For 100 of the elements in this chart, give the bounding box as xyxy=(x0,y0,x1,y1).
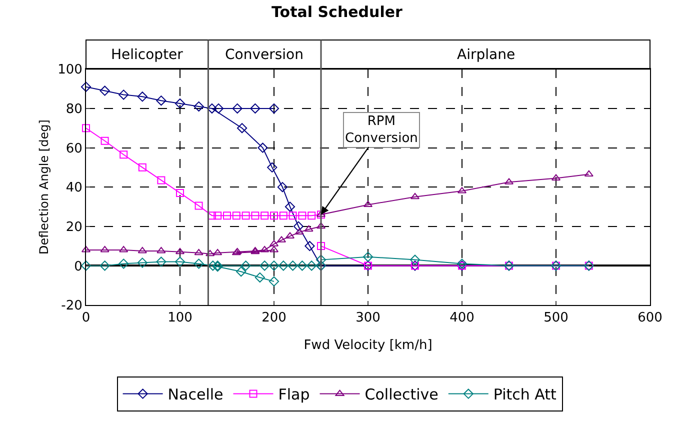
y-tick-label: 0 xyxy=(74,259,82,274)
legend-label: Flap xyxy=(278,386,310,404)
point xyxy=(120,150,128,159)
point xyxy=(258,142,268,153)
point xyxy=(194,202,203,210)
point xyxy=(277,182,288,192)
text: Conversion xyxy=(225,47,304,63)
point xyxy=(410,192,420,200)
point xyxy=(214,212,222,220)
point xyxy=(260,260,270,271)
point xyxy=(278,260,288,271)
point xyxy=(410,254,420,265)
y-tick-label: 80 xyxy=(66,102,82,118)
point xyxy=(100,246,110,252)
point xyxy=(194,101,204,112)
point xyxy=(137,92,148,102)
legend-label: Pitch Att xyxy=(493,386,557,404)
point xyxy=(240,260,251,271)
point xyxy=(242,212,250,220)
annotation: RPM Conversion xyxy=(345,114,418,146)
point xyxy=(223,212,231,220)
point xyxy=(119,246,128,252)
point xyxy=(288,212,297,220)
point xyxy=(317,242,325,250)
y-tick-label: -20 xyxy=(61,298,82,314)
point xyxy=(270,212,278,220)
point xyxy=(81,246,91,252)
point xyxy=(206,103,218,114)
point xyxy=(206,250,215,256)
y-tick-label: 60 xyxy=(66,141,82,156)
x-tick-label: 200 xyxy=(262,310,286,326)
point xyxy=(156,246,166,254)
text: Helicopter xyxy=(111,47,184,63)
x-tick-label: 600 xyxy=(638,310,662,326)
y-tick-label: 40 xyxy=(66,180,82,196)
y-tick-label: 100 xyxy=(58,62,82,78)
x-tick-label: 100 xyxy=(168,310,192,326)
x-tick-label: 500 xyxy=(544,310,568,326)
point xyxy=(288,260,298,271)
point xyxy=(267,162,278,172)
point xyxy=(174,256,186,267)
point xyxy=(138,163,146,172)
point xyxy=(118,258,129,269)
point xyxy=(306,260,317,271)
point xyxy=(194,248,204,256)
point xyxy=(268,276,280,286)
legend-label: Collective xyxy=(364,386,438,404)
point xyxy=(304,240,315,252)
point xyxy=(584,170,594,177)
point xyxy=(268,260,280,271)
point xyxy=(82,124,90,132)
point xyxy=(298,212,306,220)
point xyxy=(175,248,185,254)
y-axis-title: Deflection Angle [deg] xyxy=(36,120,51,255)
chart-title: Total Scheduler xyxy=(272,2,404,21)
x-axis-title: Fwd Velocity [km/h] xyxy=(304,338,432,354)
point xyxy=(100,86,110,96)
x-tick-label: 300 xyxy=(356,310,380,326)
point xyxy=(260,212,269,220)
point xyxy=(194,258,204,269)
point xyxy=(260,246,270,252)
point xyxy=(284,202,296,212)
legend-label: Nacelle xyxy=(168,386,224,404)
point xyxy=(174,98,186,109)
point xyxy=(213,103,224,114)
x-tick-label: 400 xyxy=(450,310,474,326)
point xyxy=(294,228,304,235)
point xyxy=(156,256,166,267)
point xyxy=(118,90,129,100)
point xyxy=(316,222,326,229)
point xyxy=(80,260,92,271)
point xyxy=(208,260,218,271)
point xyxy=(80,82,92,92)
point xyxy=(176,188,184,197)
point xyxy=(268,103,280,114)
point xyxy=(232,103,242,114)
point xyxy=(254,272,265,283)
point xyxy=(363,200,373,208)
text: Airplane xyxy=(457,47,516,63)
point xyxy=(100,260,110,271)
point xyxy=(316,254,326,265)
point xyxy=(156,96,166,106)
point xyxy=(269,246,279,252)
point xyxy=(100,136,109,145)
point xyxy=(213,248,222,256)
point xyxy=(250,103,260,114)
point xyxy=(279,212,288,220)
point xyxy=(308,212,316,220)
point xyxy=(236,123,248,134)
point xyxy=(157,176,166,184)
point xyxy=(236,266,246,277)
point xyxy=(251,212,260,220)
y-tick-label: 20 xyxy=(66,220,82,235)
point xyxy=(293,221,304,232)
point xyxy=(362,252,374,262)
point xyxy=(304,225,314,232)
point xyxy=(297,260,308,271)
point xyxy=(138,246,147,254)
point xyxy=(137,258,148,268)
point xyxy=(232,212,240,220)
